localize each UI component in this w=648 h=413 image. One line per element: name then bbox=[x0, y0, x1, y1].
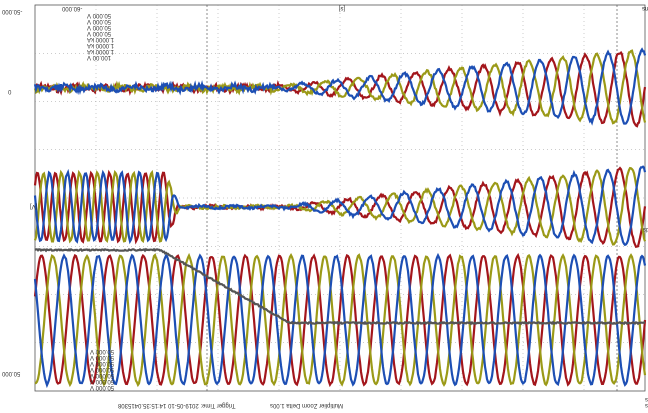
legend-entry: 50.000 V bbox=[90, 378, 114, 384]
legend-entry: 1.0000 kA bbox=[87, 42, 114, 48]
axis-unit: [s] Seconds bbox=[643, 226, 648, 232]
axis-label: 50.000 bbox=[1, 370, 20, 376]
waveform bbox=[34, 252, 647, 388]
status: Sweeps: 10.000 s bbox=[645, 396, 648, 402]
waveforms bbox=[33, 47, 647, 389]
time-label: -60.000 bbox=[61, 5, 82, 11]
waveform bbox=[33, 165, 647, 247]
legend-entry: 50.000 V bbox=[90, 348, 114, 354]
legend-entry: 50.000 V bbox=[90, 354, 114, 360]
legend-entry: 1.0000 kA bbox=[87, 48, 114, 54]
axis-label: [V] bbox=[30, 203, 38, 209]
axis-label: 0 bbox=[7, 88, 11, 94]
zoom-info: Multiplier Zoom Delta 1.00s bbox=[270, 402, 343, 408]
legend-entry: 1.0000 kA bbox=[87, 36, 114, 42]
labels: -50.000 -60.000 [s] 150.1 ms 0 [V] 50.000 [s] S… bbox=[1, 5, 648, 408]
time-unit: [s] bbox=[339, 5, 346, 11]
legend-entry: 50.000 V bbox=[90, 366, 114, 372]
legend-entry: 50.000 V bbox=[90, 384, 114, 390]
waveform bbox=[33, 252, 647, 389]
time-label: 150.1 ms bbox=[642, 5, 648, 11]
trigger-time: Trigger Time: 2019-05-10 14:15:35.041530… bbox=[117, 402, 235, 408]
status: Samples: 10.000 s bbox=[645, 402, 648, 408]
legend-entry: 50.000 V bbox=[87, 18, 111, 24]
legend-entry: 50.000 V bbox=[90, 372, 114, 378]
waveform bbox=[33, 252, 647, 388]
waveform bbox=[34, 247, 646, 326]
legend-entry: 50.000 V bbox=[87, 12, 111, 18]
waveform bbox=[33, 47, 647, 126]
axis-label: -50.000 bbox=[1, 8, 22, 14]
waveform bbox=[33, 166, 647, 249]
grid bbox=[35, 5, 645, 391]
legend-entry: 50.000 V bbox=[90, 360, 114, 366]
legend-entry: 50.000 V bbox=[87, 24, 111, 30]
legend-entry: 50.000 V bbox=[87, 30, 111, 36]
legend-entry: 100.00 V bbox=[87, 54, 111, 60]
